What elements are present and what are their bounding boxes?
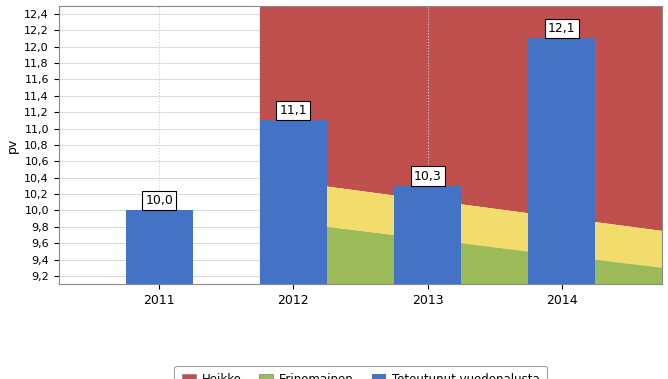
Text: 10,0: 10,0 bbox=[145, 194, 173, 207]
Text: 11,1: 11,1 bbox=[280, 104, 307, 117]
Bar bbox=[260, 120, 327, 284]
Bar bbox=[528, 38, 595, 284]
Bar bbox=[394, 186, 461, 284]
Polygon shape bbox=[260, 219, 663, 284]
Polygon shape bbox=[260, 6, 663, 231]
Text: 10,3: 10,3 bbox=[413, 170, 442, 183]
Legend: Heikko, Hyvä, Erinomainen, Toteutunut vuodenalusta: Heikko, Hyvä, Erinomainen, Toteutunut vu… bbox=[174, 366, 546, 379]
Text: 12,1: 12,1 bbox=[548, 22, 576, 35]
Bar bbox=[126, 210, 193, 284]
Polygon shape bbox=[260, 178, 663, 268]
Y-axis label: pv: pv bbox=[5, 137, 19, 152]
